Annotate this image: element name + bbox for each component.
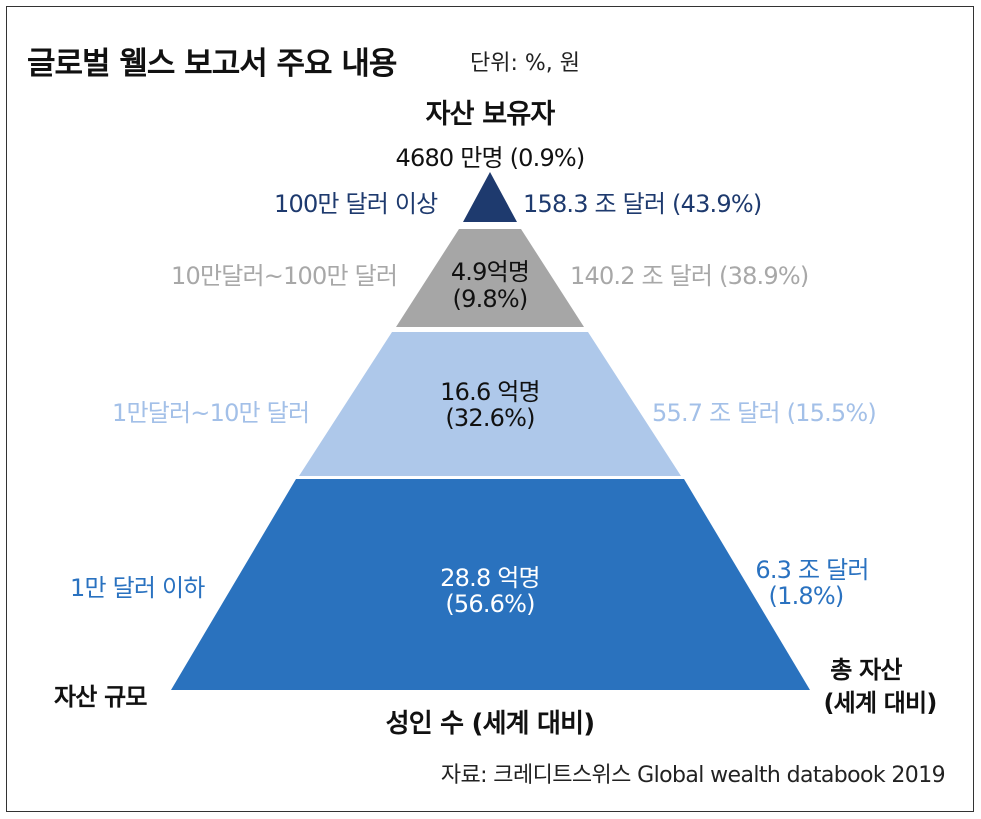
tier4-assets-amount: 6.3 조 달러 [755,556,869,584]
tier2-adults-count: 4.9억명 [450,258,530,286]
page-title: 글로벌 웰스 보고서 주요 내용 [27,46,397,82]
tier2-assets: 140.2 조 달러 (38.9%) [570,262,809,290]
top-label: 자산 보유자 [425,99,556,130]
source-note: 자료: 크레디트스위스 Global wealth databook 2019 [440,763,946,788]
top-value: 4680 만명 (0.9%) [395,144,586,172]
tier1-range: 100만 달러 이상 [274,190,438,218]
tier3-adults-count: 16.6 억명 [440,378,540,406]
tier4-assets-share: (1.8%) [768,582,845,610]
tier4-adults-share: (56.6%) [445,590,535,618]
tier1-assets: 158.3 조 달러 (43.9%) [523,190,762,218]
tier4-adults-count: 28.8 억명 [440,564,540,592]
tier2-adults-share: (9.8%) [452,285,529,313]
axis-label-left: 자산 규모 [54,683,147,711]
axis-label-right-1: 총 자산 [830,656,902,684]
pyramid-tier-2 [396,229,584,327]
tier3-adults-share: (32.6%) [445,404,535,432]
unit-note: 단위: %, 원 [470,51,581,76]
tier3-range: 1만달러~10만 달러 [112,399,310,427]
axis-label-right-2: (세계 대비) [823,689,937,717]
pyramid-tier-top [463,172,517,222]
tier4-range: 1만 달러 이하 [70,574,205,602]
tier2-range: 10만달러~100만 달러 [171,262,398,290]
pyramid-tier-4 [171,479,810,690]
axis-label-bottom: 성인 수 (세계 대비) [385,709,596,739]
tier3-assets: 55.7 조 달러 (15.5%) [652,399,877,427]
pyramid-tier-3 [299,332,681,476]
